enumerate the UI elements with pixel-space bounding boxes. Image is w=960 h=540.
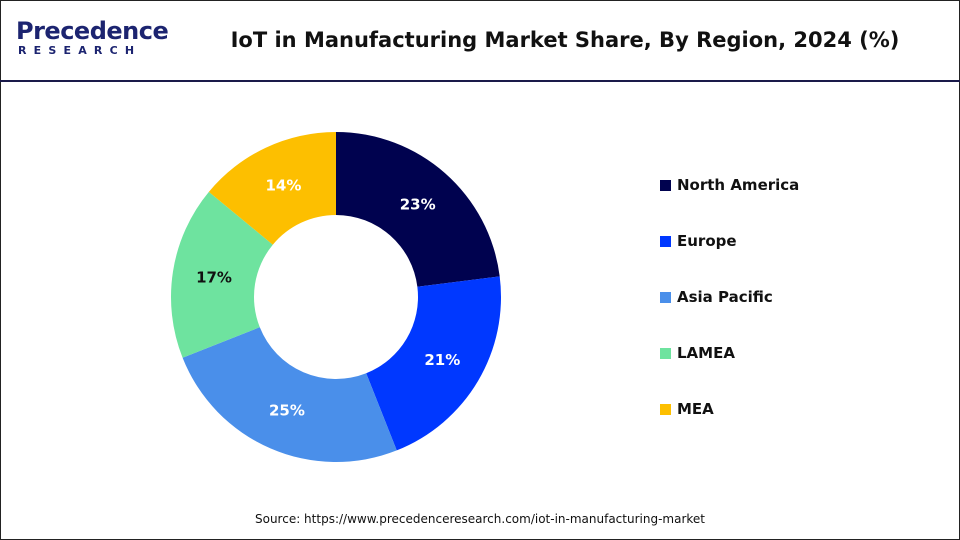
legend-label: Europe: [677, 232, 737, 250]
legend-swatch: [660, 235, 671, 247]
logo-top-text: Precedence: [16, 17, 169, 45]
slice-mea: [208, 132, 336, 245]
header: Precedence RESEARCH IoT in Manufacturing…: [0, 0, 960, 82]
slice-asia-pacific: [182, 327, 397, 462]
legend-item: Europe: [660, 232, 799, 250]
chart-title: IoT in Manufacturing Market Share, By Re…: [230, 28, 900, 52]
source-text: Source: https://www.precedenceresearch.c…: [254, 512, 705, 526]
data-label: 17%: [196, 269, 232, 287]
legend-label: MEA: [677, 400, 714, 418]
slice-north-america: [336, 132, 500, 287]
legend: North America Europe Asia Pacific LAMEA MEA: [660, 176, 799, 456]
legend-item: MEA: [660, 400, 799, 418]
logo-bottom-text: RESEARCH: [18, 44, 142, 57]
legend-swatch: [660, 403, 671, 415]
data-label: 25%: [269, 401, 305, 419]
legend-label: Asia Pacific: [677, 288, 773, 306]
legend-swatch: [660, 291, 671, 303]
legend-label: North America: [677, 176, 800, 194]
legend-item: North America: [660, 176, 799, 194]
legend-item: Asia Pacific: [660, 288, 799, 306]
precedence-research-logo: Precedence RESEARCH: [16, 17, 169, 62]
slice-europe: [366, 276, 501, 451]
legend-item: LAMEA: [660, 344, 799, 362]
data-label: 14%: [265, 176, 301, 194]
legend-label: LAMEA: [677, 344, 735, 362]
data-label: 21%: [424, 351, 460, 369]
legend-swatch: [660, 347, 671, 359]
data-label: 23%: [400, 195, 436, 213]
slice-lamea: [171, 191, 273, 358]
legend-swatch: [660, 179, 671, 191]
